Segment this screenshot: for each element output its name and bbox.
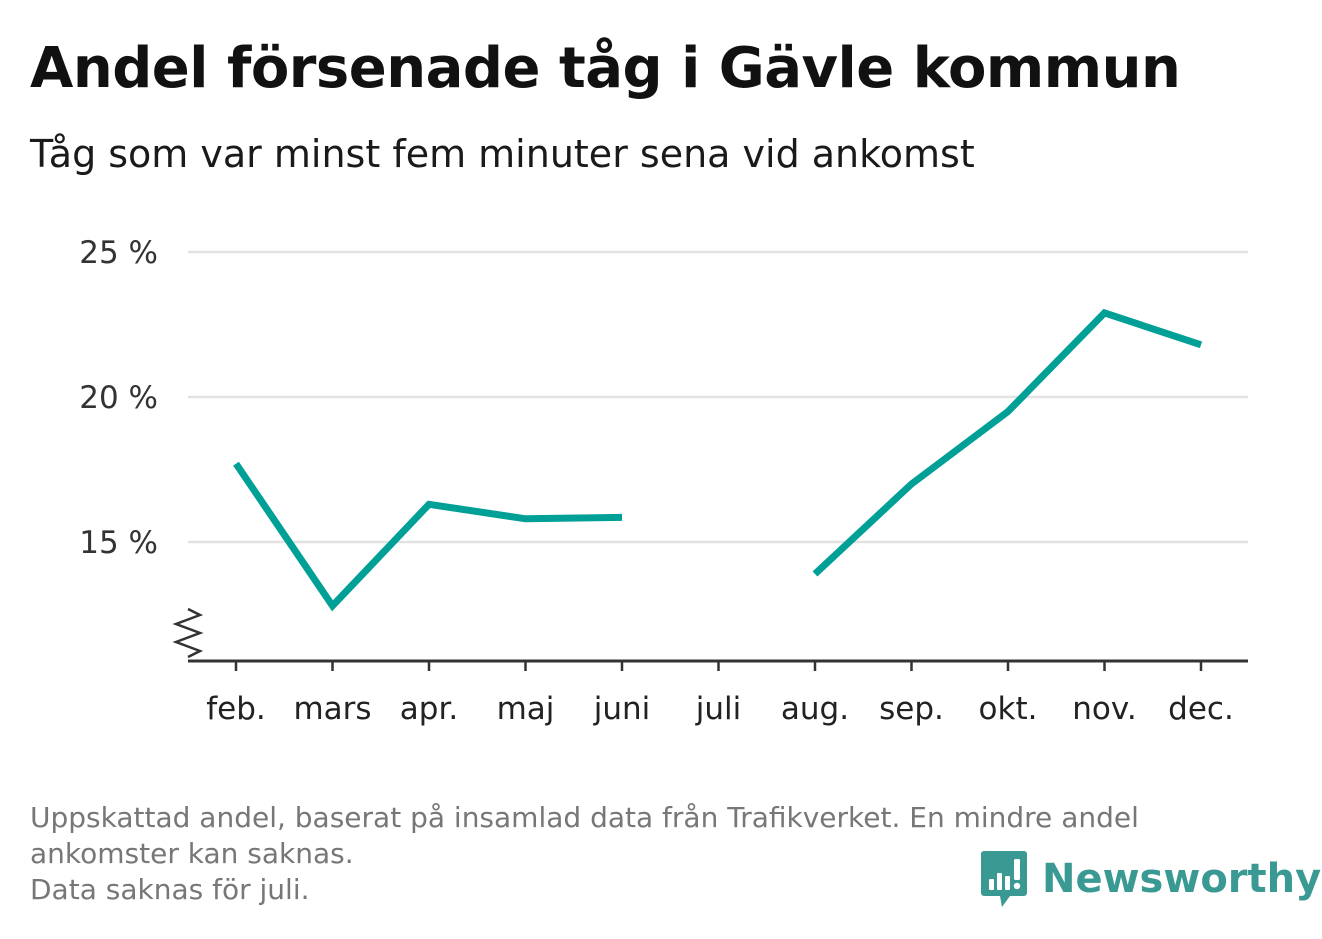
newsworthy-logo[interactable]: Newsworthy <box>980 849 1321 909</box>
x-axis <box>172 607 1248 671</box>
series-line-segment <box>812 308 1203 577</box>
data-series <box>233 308 1203 612</box>
x-tick-label: feb. <box>206 691 266 727</box>
x-tick-label: sep. <box>879 691 944 727</box>
x-tick-label: okt. <box>979 691 1038 727</box>
series-line-segment <box>233 461 623 612</box>
y-tick-labels: 15 % 20 % 25 % <box>79 235 158 561</box>
x-tick-label: aug. <box>781 691 849 727</box>
x-tick-label: dec. <box>1168 691 1234 727</box>
x-tick-label: nov. <box>1072 691 1136 727</box>
axis-break-icon <box>172 607 204 659</box>
footnote-line-3: Data saknas för juli. <box>30 873 310 906</box>
footnote-line-1: Uppskattad andel, baserat på insamlad da… <box>30 801 1139 834</box>
chart-title: Andel försenade tåg i Gävle kommun <box>30 36 1181 101</box>
x-tick-labels: feb. mars apr. maj juni juli aug. sep. okt. nov. d… <box>206 691 1234 727</box>
x-tick-label: maj <box>497 691 555 727</box>
grid-lines <box>188 250 1248 544</box>
brand-name: Newsworthy <box>1042 856 1322 902</box>
x-tick-label: mars <box>293 691 371 727</box>
y-tick-label: 20 % <box>79 380 158 416</box>
x-tick-label: juni <box>593 691 651 727</box>
y-tick-label: 15 % <box>79 525 158 561</box>
footnote: Uppskattad andel, baserat på insamlad da… <box>30 800 1300 908</box>
line-chart: 15 % 20 % 25 % feb. mars apr. maj juni juli aug.… <box>79 235 1248 727</box>
x-tick-label: apr. <box>400 691 458 727</box>
y-tick-label: 25 % <box>79 235 158 271</box>
x-tick-label: juli <box>695 691 742 727</box>
footnote-line-2: ankomster kan saknas. <box>30 837 354 870</box>
bar-chart-speech-bubble-icon <box>981 851 1027 907</box>
chart-subtitle: Tåg som var minst fem minuter sena vid a… <box>30 132 975 176</box>
